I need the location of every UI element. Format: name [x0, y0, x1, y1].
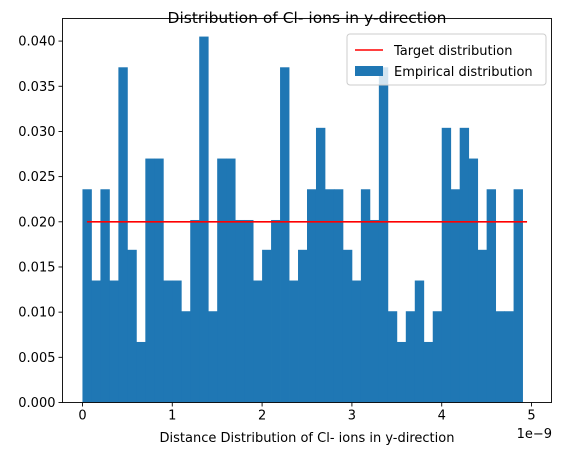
y-tick-label: 0.000: [18, 396, 55, 411]
y-tick-label: 0.005: [18, 351, 55, 366]
chart-title: Distribution of Cl- ions in y-direction: [168, 9, 447, 27]
histogram-bar: [109, 280, 119, 403]
plot-frame: [62, 18, 552, 403]
histogram-bar: [145, 158, 155, 403]
x-axis-offset-label: 1e−9: [517, 427, 552, 442]
histogram-bar: [289, 280, 299, 403]
histogram-bar: [441, 127, 452, 403]
histogram-bar: [190, 219, 200, 403]
legend-frame: [346, 33, 547, 86]
histogram-bar: [271, 219, 281, 403]
histogram-bar: [244, 219, 254, 403]
x-tick-label: 0: [78, 409, 86, 424]
histogram-bar: [378, 67, 389, 403]
histogram-bar: [405, 311, 416, 403]
histogram-bar: [342, 249, 353, 403]
x-tick-label: 1: [168, 409, 176, 424]
histogram-bar: [118, 67, 128, 403]
histogram-bar: [423, 341, 434, 403]
histogram-bar: [450, 189, 461, 403]
histogram-bar: [235, 219, 245, 403]
histogram-bar: [172, 280, 182, 403]
histogram-bar: [387, 311, 398, 403]
y-axis: 0.000 0.005 0.010 0.015 0.020 0.025 0.030 0.035…: [18, 35, 63, 411]
histogram-bar: [307, 189, 317, 403]
histogram-bar: [333, 189, 344, 403]
histogram-bar: [181, 311, 191, 403]
histogram-bar: [324, 189, 335, 403]
y-tick-label: 0.015: [18, 260, 55, 275]
histogram-bar: [432, 311, 443, 403]
y-tick-label: 0.040: [18, 35, 55, 50]
x-tick-label: 2: [258, 409, 266, 424]
histogram-bar: [513, 189, 523, 403]
y-tick-label: 0.030: [18, 125, 55, 140]
histogram-bar: [208, 311, 218, 403]
histogram-bar: [468, 158, 479, 403]
x-tick-label: 3: [348, 409, 356, 424]
histogram-bar: [262, 249, 272, 403]
legend-target-label: Target distribution: [393, 44, 512, 59]
x-axis: 0 1 2 3 4 5: [78, 402, 536, 424]
histogram-bar: [154, 158, 164, 403]
histogram-bar: [298, 249, 308, 403]
histogram-bar: [459, 127, 470, 403]
histogram-bar: [199, 36, 209, 403]
histogram-bar: [396, 341, 407, 403]
y-tick-label: 0.010: [18, 306, 55, 321]
legend: Target distribution Empirical distributi…: [346, 33, 547, 86]
x-axis-label: Distance Distribution of Cl- ions in y-d…: [160, 431, 455, 446]
histogram-bar: [495, 311, 505, 403]
histogram-bar: [414, 280, 425, 403]
legend-empirical-swatch: [355, 66, 383, 76]
y-tick-label: 0.035: [18, 80, 55, 95]
histogram-bar: [477, 249, 488, 403]
histogram-bar: [360, 189, 371, 403]
histogram-bar: [253, 280, 263, 403]
histogram-bars: [82, 36, 523, 403]
x-tick-label: 5: [527, 409, 535, 424]
histogram-bar: [127, 249, 137, 403]
y-tick-label: 0.020: [18, 215, 55, 230]
histogram-bar: [100, 189, 110, 403]
histogram-bar: [136, 341, 146, 403]
histogram-bar: [486, 189, 497, 403]
histogram-bar: [504, 311, 514, 403]
histogram-bar: [315, 127, 326, 403]
histogram-bar: [91, 280, 101, 403]
histogram-bar: [163, 280, 173, 403]
histogram-bar: [226, 158, 236, 403]
legend-empirical-label: Empirical distribution: [394, 65, 533, 80]
histogram-bar: [217, 158, 227, 403]
histogram-bar: [351, 280, 362, 403]
y-tick-label: 0.025: [18, 170, 55, 185]
x-tick-label: 4: [438, 409, 446, 424]
histogram-bar: [280, 67, 290, 403]
histogram-bar: [369, 219, 380, 403]
histogram-bar: [82, 189, 92, 403]
